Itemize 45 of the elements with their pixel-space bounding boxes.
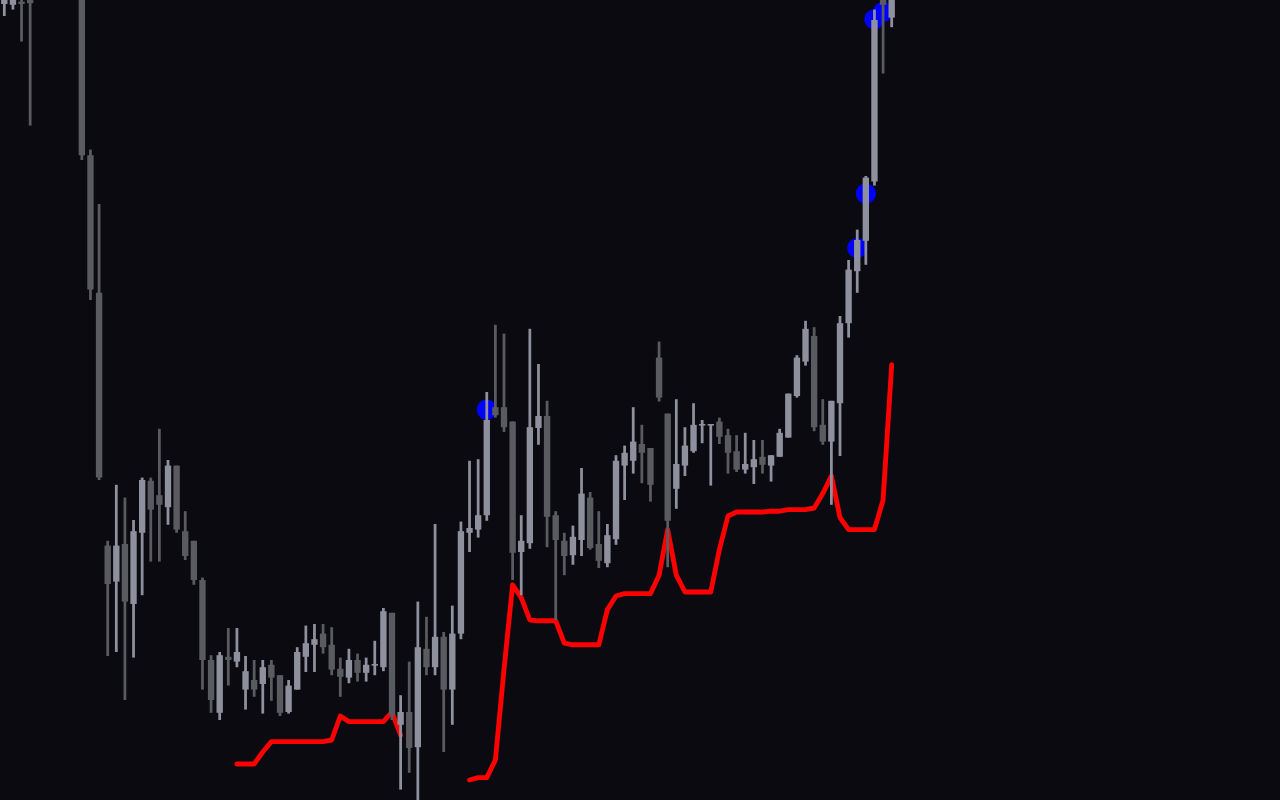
- candlestick: [225, 626, 232, 687]
- candlestick: [397, 693, 404, 791]
- candlestick: [707, 423, 714, 487]
- candlestick: [569, 524, 577, 567]
- candlestick: [337, 656, 344, 699]
- candlestick: [319, 622, 327, 655]
- candlestick: [474, 457, 482, 539]
- candlestick: [345, 647, 353, 685]
- candlestick: [26, 0, 34, 127]
- candlestick: [716, 416, 723, 446]
- candlestick: [681, 425, 689, 478]
- candlestick: [733, 433, 740, 474]
- candlestick: [750, 438, 758, 486]
- candlestick: [767, 453, 775, 483]
- candlestick: [888, 0, 895, 29]
- candlestick: [354, 652, 361, 683]
- candlestick: [742, 431, 749, 475]
- candlestick: [242, 654, 249, 711]
- candlestick: [724, 427, 732, 475]
- candlestick: [423, 615, 430, 677]
- candlestick: [466, 459, 473, 554]
- candlestick: [621, 444, 628, 502]
- candlestick: [879, 0, 887, 75]
- candlestick: [302, 624, 310, 674]
- candlestick: [500, 332, 508, 434]
- candlestick: [518, 513, 525, 597]
- candlestick: [259, 658, 266, 715]
- candlestick: [268, 658, 275, 703]
- candlestick: [561, 531, 568, 577]
- candlestick: [311, 622, 318, 674]
- candlestick: [776, 427, 783, 459]
- candlestick: [156, 427, 163, 563]
- candlestick: [698, 418, 706, 445]
- candlestick: [630, 405, 637, 475]
- candlestick: [819, 397, 826, 447]
- candlestick: [638, 423, 646, 485]
- candlestick: [362, 656, 370, 683]
- candlestick: [371, 639, 378, 677]
- candlestick: [759, 438, 766, 475]
- candlestick: [233, 626, 241, 669]
- candlestick: [492, 323, 499, 419]
- candlestick: [535, 362, 542, 447]
- candlestick: [595, 509, 602, 570]
- candlestick: [250, 658, 258, 699]
- candlestick: [18, 0, 25, 43]
